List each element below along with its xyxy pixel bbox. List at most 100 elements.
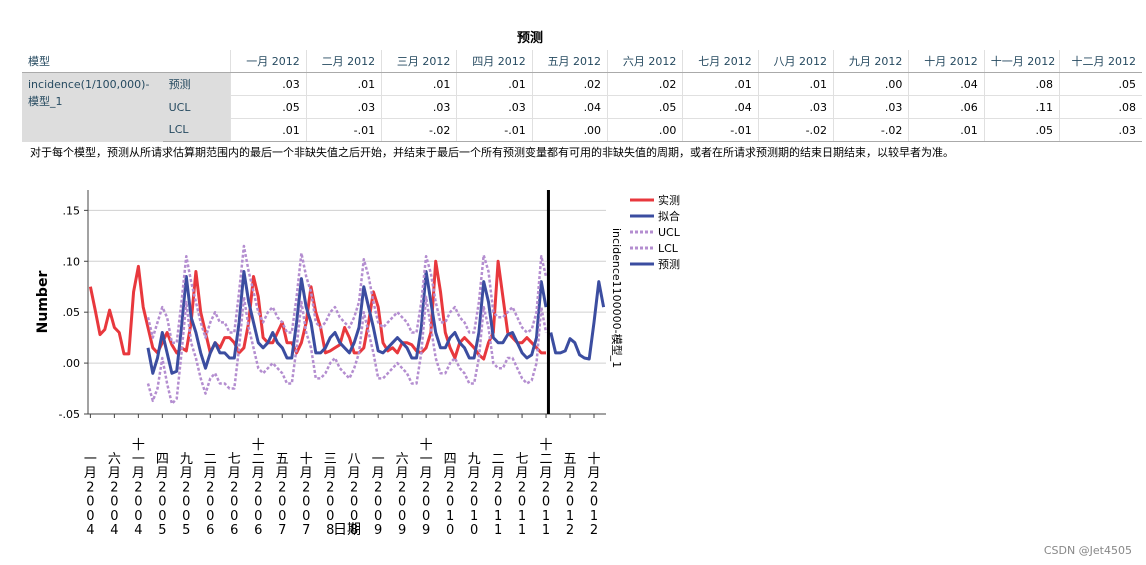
month-column-header: 十一月 2012 bbox=[983, 50, 1060, 73]
right-axis-label: incidence1100000-模型_1 bbox=[610, 228, 624, 368]
x-tick-label: 九月 2 0 0 5 bbox=[180, 452, 193, 538]
y-tick-label: .15 bbox=[63, 204, 81, 217]
row-label: 预测 bbox=[162, 72, 231, 96]
table-cell: -.01 bbox=[305, 118, 382, 142]
x-tick-label: 八月 2 0 0 8 bbox=[348, 452, 361, 538]
y-axis-label: Number bbox=[35, 271, 51, 334]
table-cell: .03 bbox=[381, 95, 457, 119]
table-cell: .03 bbox=[757, 95, 834, 119]
x-tick-label: 九月 2 0 1 0 bbox=[468, 452, 481, 538]
table-cell: -.02 bbox=[833, 118, 909, 142]
x-tick-label: 六月 2 0 0 4 bbox=[108, 452, 121, 538]
x-tick-label: 五月 2 0 1 2 bbox=[564, 452, 577, 538]
legend-label: LCL bbox=[658, 242, 679, 255]
table-title: 预测 bbox=[516, 31, 543, 46]
x-tick-label: 四月 2 0 1 0 bbox=[444, 452, 457, 538]
x-tick-label: 七月 2 0 1 1 bbox=[516, 452, 529, 538]
month-column-header: 七月 2012 bbox=[682, 50, 759, 73]
table-header-row: 模型 一月 2012 二月 2012 三月 2012 四月 2012 五月 2012 六月… bbox=[22, 50, 1142, 73]
x-tick-label: 十一月 2 0 0 9 bbox=[420, 438, 433, 538]
table-cell: -.01 bbox=[682, 118, 759, 142]
x-tick-label: 七月 2 0 0 6 bbox=[228, 452, 241, 538]
month-column-header: 五月 2012 bbox=[531, 50, 608, 73]
table-cell: -.02 bbox=[757, 118, 834, 142]
table-cell: .06 bbox=[908, 95, 985, 119]
x-tick-label: 一月 2 0 0 4 bbox=[84, 452, 97, 538]
table-cell: .00 bbox=[607, 118, 683, 142]
row-label: UCL bbox=[162, 95, 231, 119]
legend-label: 预测 bbox=[658, 258, 680, 271]
x-axis-label: 日期 bbox=[333, 522, 361, 538]
month-column-header: 一月 2012 bbox=[230, 50, 307, 73]
x-tick-label: 十月 2 0 0 7 bbox=[300, 452, 313, 538]
y-tick-label: .00 bbox=[63, 357, 81, 370]
month-column-header: 六月 2012 bbox=[607, 50, 683, 73]
table-cell: .01 bbox=[757, 72, 834, 96]
model-column-header: 模型 bbox=[22, 50, 231, 73]
x-tick-label: 一月 2 0 0 9 bbox=[372, 452, 385, 538]
model-name-cell: incidence(1/100,000)-模型_1 bbox=[22, 72, 163, 142]
table-cell: .05 bbox=[983, 118, 1060, 142]
table-row: UCL .05.03.03.03.04.05.04.03.03.06.11.08 bbox=[22, 95, 1142, 119]
x-tick-label: 二月 2 0 0 6 bbox=[204, 452, 217, 538]
table-cell: .00 bbox=[833, 72, 909, 96]
table-cell: .02 bbox=[607, 72, 683, 96]
table-cell: .00 bbox=[531, 118, 608, 142]
table-cell: .03 bbox=[456, 95, 533, 119]
table-cell: .01 bbox=[456, 72, 533, 96]
x-tick-label: 十二月 2 0 1 1 bbox=[540, 438, 553, 538]
legend-label: 拟合 bbox=[658, 209, 680, 223]
forecast-table: 模型 一月 2012 二月 2012 三月 2012 四月 2012 五月 2012 六月… bbox=[22, 50, 1142, 142]
table-cell: .01 bbox=[381, 72, 457, 96]
table-row: LCL .01 -.01 -.02 -.01.00.00 -.01 -.02 -.02.01.… bbox=[22, 118, 1142, 142]
observed-series-line bbox=[88, 259, 546, 361]
lcl-series-line bbox=[146, 295, 548, 406]
month-column-header: 三月 2012 bbox=[381, 50, 457, 73]
x-tick-label: 二月 2 0 1 1 bbox=[492, 452, 505, 538]
table-cell: .02 bbox=[531, 72, 608, 96]
x-tick-label: 十月 2 0 1 2 bbox=[588, 452, 601, 538]
table-cell: .03 bbox=[1059, 118, 1142, 142]
month-column-header: 十月 2012 bbox=[908, 50, 985, 73]
table-cell: .04 bbox=[531, 95, 608, 119]
x-tick-label: 十二月 2 0 0 6 bbox=[252, 438, 265, 538]
table-cell: .08 bbox=[1059, 95, 1142, 119]
table-cell: .08 bbox=[983, 72, 1060, 96]
y-tick-label: -.05 bbox=[59, 408, 80, 421]
legend-label: 实测 bbox=[658, 193, 680, 207]
table-cell: .01 bbox=[682, 72, 759, 96]
table-cell: .01 bbox=[908, 118, 985, 142]
table-cell: .05 bbox=[230, 95, 307, 119]
month-column-header: 二月 2012 bbox=[305, 50, 382, 73]
table-cell: .04 bbox=[682, 95, 759, 119]
forecast-series-line bbox=[549, 280, 606, 361]
table-cell: .04 bbox=[908, 72, 985, 96]
table-row: incidence(1/100,000)-模型_1 预测 .03.01.01.01.… bbox=[22, 72, 1142, 142]
x-tick-label: 六月 2 0 0 9 bbox=[396, 452, 409, 538]
x-tick-label: 五月 2 0 0 7 bbox=[276, 452, 289, 538]
row-label: LCL bbox=[162, 118, 231, 142]
y-tick-label: .10 bbox=[63, 255, 81, 268]
table-cell: .03 bbox=[833, 95, 909, 119]
x-tick-label: 三月 2 0 0 8 bbox=[324, 452, 337, 538]
month-column-header: 九月 2012 bbox=[833, 50, 909, 73]
month-column-header: 八月 2012 bbox=[757, 50, 834, 73]
table-cell: .11 bbox=[983, 95, 1060, 119]
y-tick-label: .05 bbox=[63, 306, 81, 319]
table-cell: .03 bbox=[305, 95, 382, 119]
table-cell: .01 bbox=[230, 118, 307, 142]
table-cell: -.02 bbox=[381, 118, 457, 142]
fit-series-line bbox=[146, 270, 548, 375]
table-cell: .01 bbox=[305, 72, 382, 96]
x-tick-label: 十一月 2 0 0 4 bbox=[132, 438, 145, 538]
table-cell: .05 bbox=[607, 95, 683, 119]
legend-label: UCL bbox=[658, 226, 681, 239]
table-cell: .05 bbox=[1059, 72, 1142, 96]
table-footnote: 对于每个模型，预测从所请求估算期范围内的最后一个非缺失值之后开始，并结束于最后一… bbox=[30, 146, 954, 159]
table-cell: -.01 bbox=[456, 118, 533, 142]
month-column-header: 四月 2012 bbox=[456, 50, 533, 73]
watermark: CSDN @Jet4505 bbox=[1043, 544, 1132, 557]
table-cell: .03 bbox=[230, 72, 307, 96]
month-column-header: 十二月 2012 bbox=[1059, 50, 1142, 73]
